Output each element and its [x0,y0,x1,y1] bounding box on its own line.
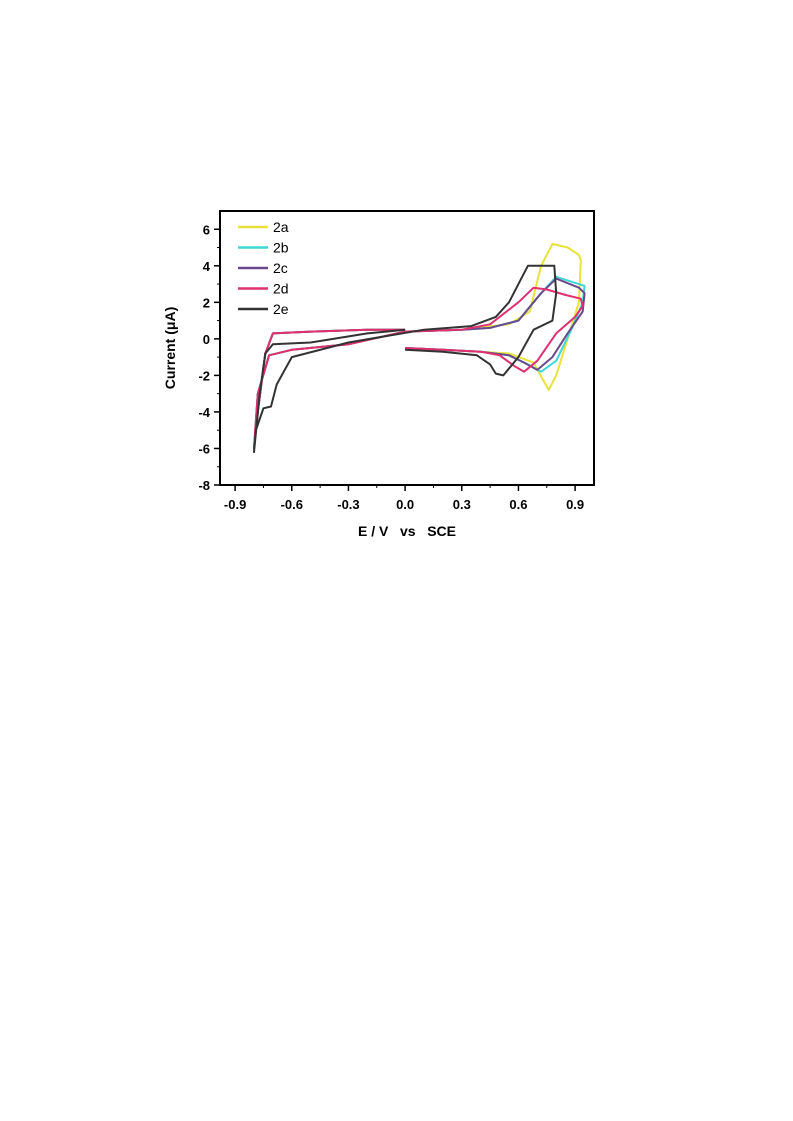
series-line-2e [253,264,558,454]
x-tick-label: -0.6 [281,497,303,512]
y-tick-label: -8 [198,478,210,493]
y-tick-label: -4 [198,405,210,420]
plot-frame [219,210,595,486]
x-tick-label: -0.9 [224,497,246,512]
legend-label-2c: 2c [273,260,288,276]
y-tick-label: 0 [203,332,210,347]
y-tick-label: -2 [198,368,210,383]
y-tick-label: 2 [203,295,210,310]
plot-curves [253,242,586,454]
y-tick-label: -6 [198,441,210,456]
x-axis: -0.9 -0.6 -0.3 0.0 0.3 0.6 0.9 [224,485,584,512]
legend-label-2e: 2e [273,301,289,317]
x-axis-title: E / V vs SCE [358,523,456,539]
y-axis: -8 -6 -4 -2 0 2 4 6 [198,222,220,493]
x-tick-label: 0.3 [453,497,471,512]
x-tick-label: 0.0 [396,497,414,512]
x-tick-label: 0.9 [566,497,584,512]
x-tick-label: -0.3 [337,497,359,512]
legend-label-2d: 2d [273,281,289,297]
legend-label-2a: 2a [273,219,289,235]
legend-label-2b: 2b [273,240,289,256]
y-tick-label: 4 [203,259,211,274]
legend: 2a 2b 2c 2d 2e [238,219,289,317]
y-axis-title: Current (μA) [162,307,178,389]
x-tick-label: 0.6 [509,497,527,512]
y-tick-label: 6 [203,222,210,237]
